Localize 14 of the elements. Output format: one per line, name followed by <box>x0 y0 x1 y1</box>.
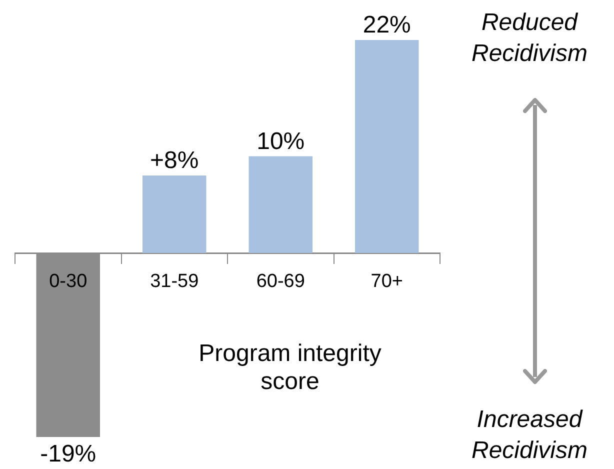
text: Increased Recidivism <box>470 405 588 466</box>
data-label: 22% <box>362 12 411 39</box>
x-tick-label: 0-30 <box>49 270 88 292</box>
bar <box>248 156 312 254</box>
bar <box>142 176 206 254</box>
x-tick-label: 60-69 <box>256 270 305 292</box>
data-label: +8% <box>150 147 199 174</box>
x-tick-label: 70+ <box>370 270 403 292</box>
x-tick-label: 31-59 <box>150 270 199 292</box>
data-label: -19% <box>40 440 96 468</box>
text: Reduced Recidivism <box>470 8 588 69</box>
bar <box>355 40 419 254</box>
data-label: 10% <box>256 128 305 155</box>
x-axis-title: Program integrity score <box>198 340 382 396</box>
